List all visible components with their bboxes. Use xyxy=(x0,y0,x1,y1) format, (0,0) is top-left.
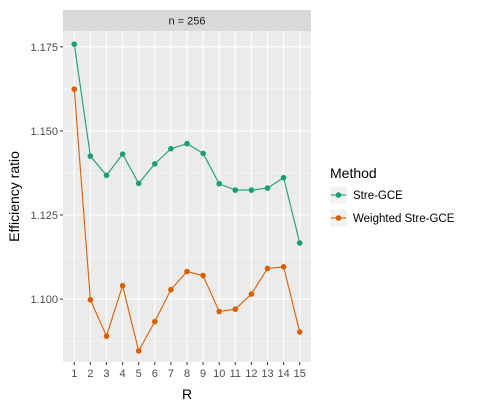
legend-title: Method xyxy=(330,165,377,181)
y-tick-label: 1.100 xyxy=(30,294,58,306)
y-tick-label: 1.125 xyxy=(30,210,58,222)
data-point xyxy=(87,296,94,303)
data-point xyxy=(119,151,126,157)
data-point xyxy=(71,41,78,47)
legend: Method Stre-GCE Weighted Stre-GCE xyxy=(330,165,455,227)
data-point xyxy=(71,86,78,92)
x-tick-label: 8 xyxy=(184,368,190,380)
data-point xyxy=(216,308,223,315)
x-tick-label: 7 xyxy=(168,368,174,380)
legend-key-point xyxy=(335,215,342,221)
y-tick-label: 1.150 xyxy=(30,126,58,138)
legend-key-point xyxy=(335,192,342,198)
data-point xyxy=(103,172,110,179)
x-tick-label: 13 xyxy=(261,368,273,380)
data-point xyxy=(87,153,94,159)
data-point xyxy=(184,140,190,147)
x-tick-label: 1 xyxy=(71,368,77,380)
y-axis: 1.100 1.125 1.150 1.175 xyxy=(30,42,63,306)
x-tick-label: 9 xyxy=(200,368,206,380)
data-point xyxy=(248,291,255,297)
data-point xyxy=(135,348,142,354)
x-tick-label: 11 xyxy=(230,368,241,380)
data-point xyxy=(264,185,271,191)
data-point xyxy=(280,264,287,270)
x-axis-title: R xyxy=(182,386,192,402)
data-point xyxy=(280,174,287,181)
y-tick-label: 1.175 xyxy=(30,42,58,54)
x-axis: 1 2 3 4 5 6 7 8 9 10 11 12 13 14 15 xyxy=(71,362,306,380)
major-gridlines xyxy=(63,31,311,362)
data-point xyxy=(184,268,190,275)
x-tick-label: 4 xyxy=(120,368,126,380)
data-point xyxy=(264,265,271,272)
data-point xyxy=(168,286,174,293)
data-point xyxy=(232,187,239,193)
data-point xyxy=(248,187,255,193)
data-point xyxy=(135,180,142,187)
x-tick-label: 5 xyxy=(136,368,142,380)
data-point xyxy=(151,161,158,167)
data-point xyxy=(216,180,223,187)
data-point xyxy=(168,145,174,152)
x-tick-label: 2 xyxy=(87,368,93,380)
facet-label: n = 256 xyxy=(168,16,205,28)
x-tick-label: 12 xyxy=(245,368,257,380)
series-layer xyxy=(71,41,303,354)
y-axis-title: Efficiency ratio xyxy=(6,151,22,242)
data-point xyxy=(296,240,303,246)
x-tick-label: 3 xyxy=(103,368,109,380)
x-tick-label: 6 xyxy=(152,368,158,380)
data-point xyxy=(200,272,206,279)
data-point xyxy=(200,150,206,157)
x-tick-label: 10 xyxy=(213,368,225,380)
facet-strip xyxy=(63,10,311,31)
data-point xyxy=(151,318,158,325)
data-point xyxy=(119,282,126,289)
x-tick-label: 14 xyxy=(277,368,289,380)
legend-items: Stre-GCE Weighted Stre-GCE xyxy=(330,186,455,227)
data-point xyxy=(103,333,110,339)
x-tick-label: 15 xyxy=(294,368,306,380)
data-point xyxy=(232,306,239,312)
data-point xyxy=(296,329,303,335)
legend-label: Weighted Stre-GCE xyxy=(353,213,455,225)
legend-label: Stre-GCE xyxy=(353,190,403,202)
